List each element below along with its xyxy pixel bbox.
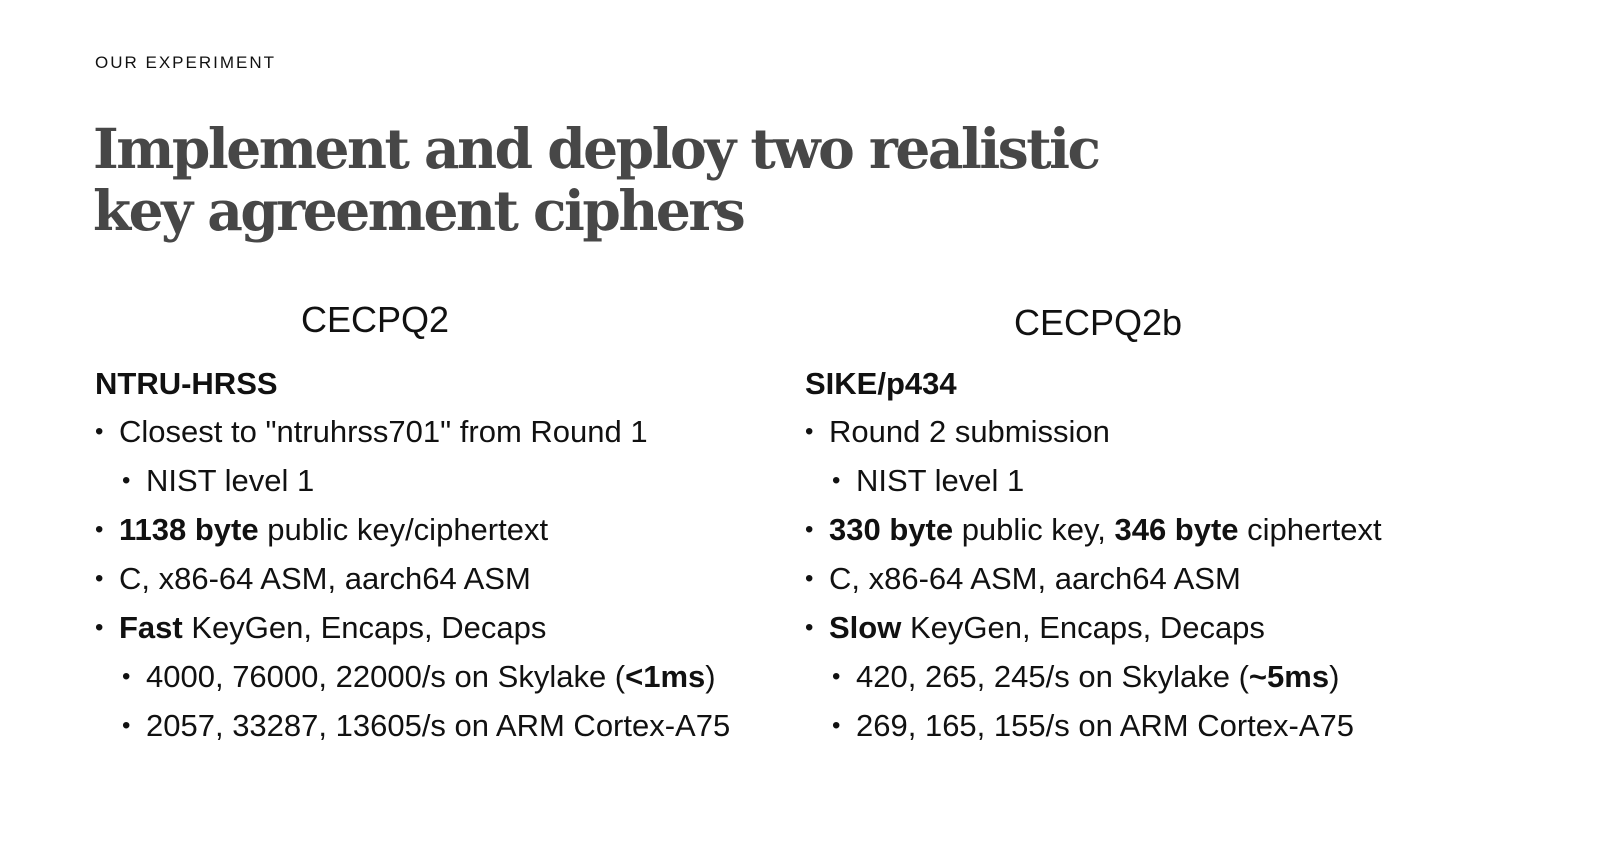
slide-title: Implement and deploy two realistic key a… (93, 116, 1101, 243)
cecpq2b-column: CECPQ2b SIKE/p434 Round 2 submission NIS… (805, 300, 1505, 755)
column-heading: CECPQ2b (1014, 302, 1183, 343)
list-subitem: 420, 265, 245/s on Skylake (~5ms) (805, 657, 1505, 706)
cecpq2-column: CECPQ2 NTRU-HRSS Closest to "ntruhrss701… (95, 300, 755, 755)
list-item: Fast KeyGen, Encaps, Decaps (95, 608, 755, 657)
list-subitem: NIST level 1 (95, 461, 755, 510)
feature-list: Closest to "ntruhrss701" from Round 1 NI… (95, 412, 755, 755)
list-item: C, x86-64 ASM, aarch64 ASM (805, 559, 1505, 608)
algorithm-name: NTRU-HRSS (95, 366, 278, 401)
list-item: 330 byte public key, 346 byte ciphertext (805, 510, 1505, 559)
list-item: Round 2 submission (805, 412, 1505, 461)
list-item: C, x86-64 ASM, aarch64 ASM (95, 559, 755, 608)
list-subitem: 2057, 33287, 13605/s on ARM Cortex-A75 (95, 706, 755, 755)
feature-list: Round 2 submission NIST level 1 330 byte… (805, 412, 1505, 755)
list-subitem: NIST level 1 (805, 461, 1505, 510)
list-subitem: 269, 165, 155/s on ARM Cortex-A75 (805, 706, 1505, 755)
list-subitem: 4000, 76000, 22000/s on Skylake (<1ms) (95, 657, 755, 706)
list-item: 1138 byte public key/ciphertext (95, 510, 755, 559)
list-item: Closest to "ntruhrss701" from Round 1 (95, 412, 755, 461)
algorithm-name: SIKE/p434 (805, 366, 957, 401)
column-heading: CECPQ2 (301, 299, 450, 340)
list-item: Slow KeyGen, Encaps, Decaps (805, 608, 1505, 657)
eyebrow-label: OUR EXPERIMENT (95, 53, 277, 72)
